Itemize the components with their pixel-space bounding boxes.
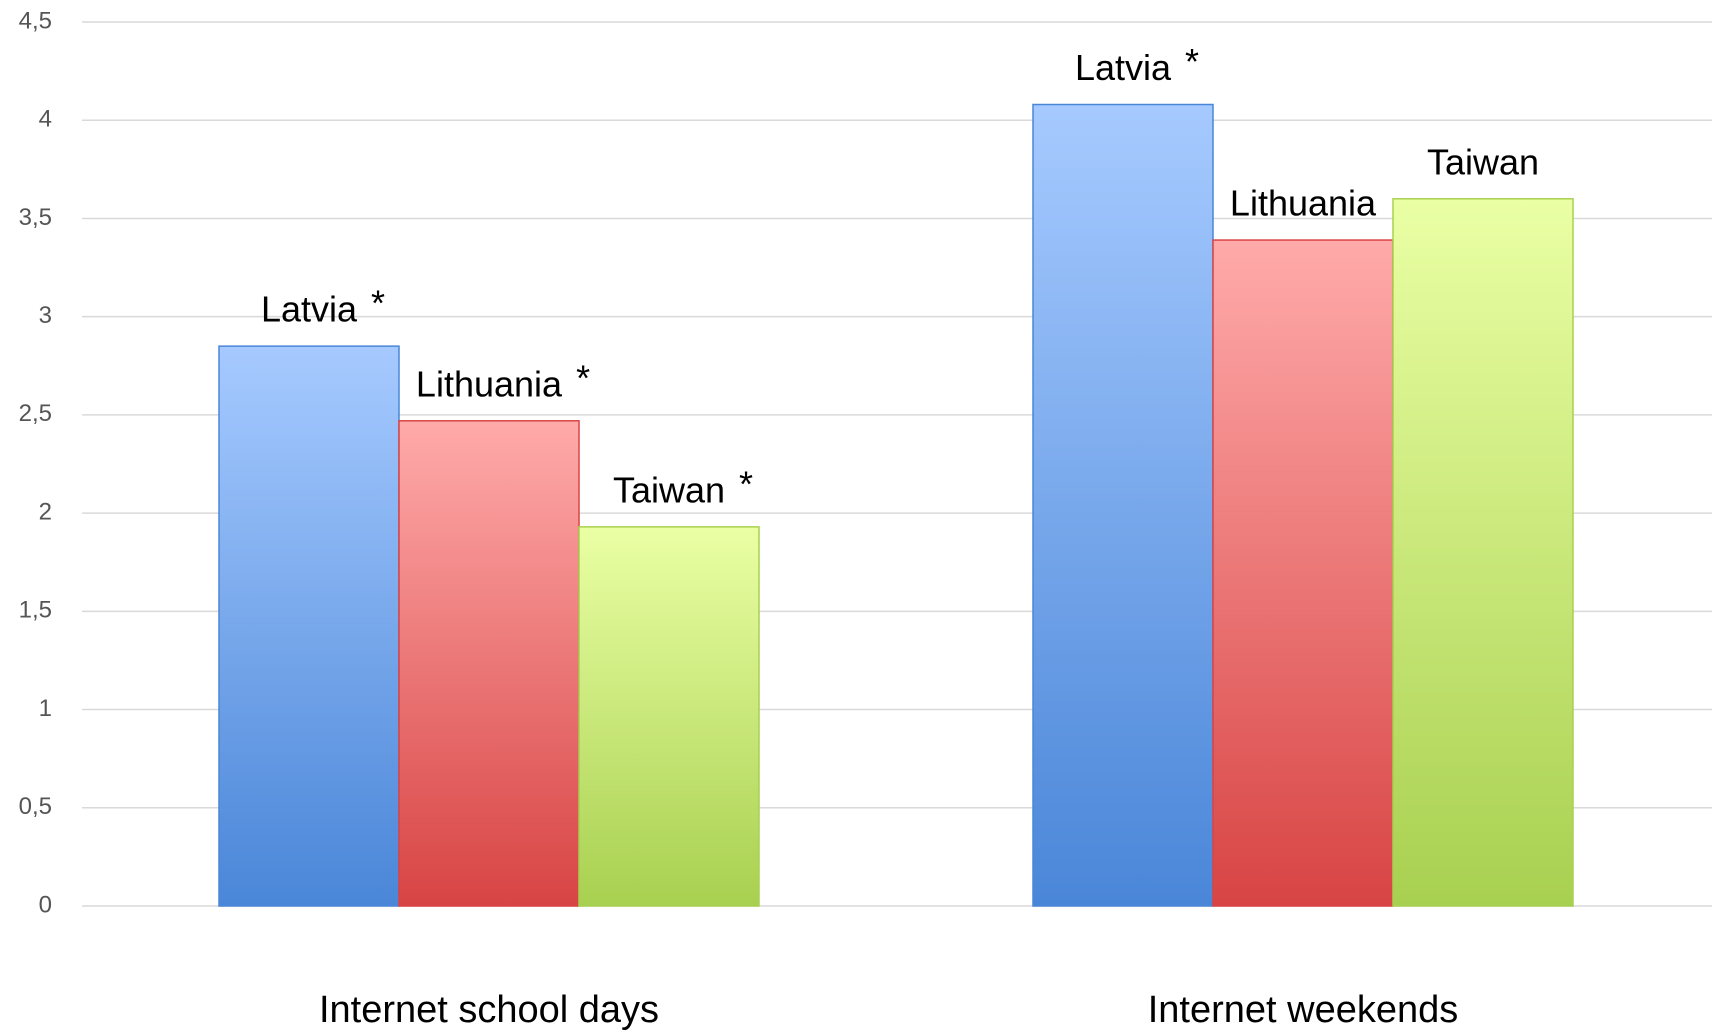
y-tick-label: 3,5 [19,204,52,231]
y-tick-label: 2,5 [19,400,52,427]
y-tick-label: 0 [39,891,52,918]
y-tick-label: 1 [39,695,52,722]
y-tick-label: 4,5 [19,7,52,34]
bar [1392,198,1574,907]
bar [398,420,580,907]
bar [578,526,760,907]
bar [218,345,400,907]
bar [1032,103,1214,907]
y-tick-label: 3 [39,302,52,329]
bar [1212,239,1394,907]
y-tick-label: 2 [39,498,52,525]
y-tick-label: 4 [39,106,52,133]
data-label: Latvia [1075,47,1172,88]
data-label: Lithuania [1230,183,1377,224]
significance-mark: * [1185,41,1199,82]
x-tick-label: Internet weekends [1148,989,1459,1031]
data-label: Lithuania [416,363,563,404]
y-tick-label: 1,5 [19,597,52,624]
significance-mark: * [371,283,385,324]
x-tick-label: Internet school days [319,989,659,1031]
data-label: Latvia [261,289,358,330]
significance-mark: * [739,463,753,504]
significance-mark: * [576,357,590,398]
y-tick-label: 0,5 [19,793,52,820]
data-label: Taiwan [613,469,725,510]
data-label: Taiwan [1427,141,1539,182]
